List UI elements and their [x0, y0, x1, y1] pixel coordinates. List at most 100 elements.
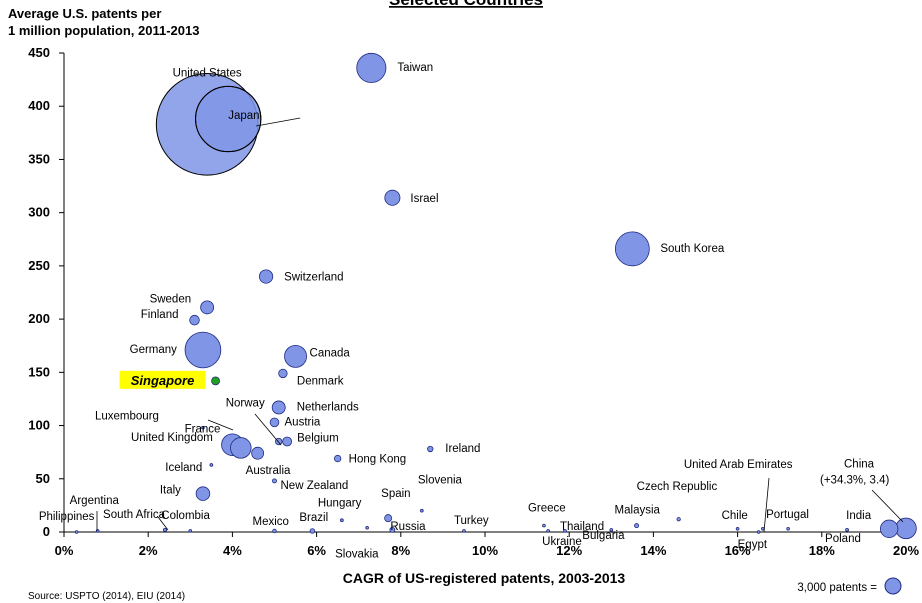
y-tick-label: 50 [36, 471, 50, 486]
data-point [845, 528, 849, 532]
data-point [420, 508, 424, 513]
data-label: Norway [226, 398, 265, 410]
y-tick-label: 350 [28, 151, 50, 166]
data-label: Hungary [318, 497, 362, 509]
data-points [74, 52, 917, 540]
data-label: Israel [410, 193, 438, 205]
data-point [211, 376, 220, 386]
highlight-label-box [119, 370, 206, 389]
leader-line [254, 413, 282, 446]
data-label: Sweden [150, 293, 192, 305]
y-tick-label: 0 [43, 524, 50, 539]
data-point [74, 530, 79, 534]
leader-line [871, 489, 904, 523]
data-label: Canada [310, 347, 351, 359]
data-point [735, 527, 740, 531]
data-point-outline [195, 85, 262, 153]
data-point [384, 189, 401, 206]
data-point [634, 523, 640, 529]
y-tick-label: 200 [28, 311, 50, 326]
data-label: India [846, 510, 872, 522]
data-label: China [844, 458, 875, 470]
data-point [462, 529, 466, 533]
y-axis-title-line: Average U.S. patents per [8, 6, 161, 21]
x-tick-label: 16% [725, 543, 751, 558]
data-label: Ireland [445, 443, 480, 455]
data-label: Ukraine [542, 536, 582, 548]
data-point [333, 454, 342, 463]
data-point [609, 528, 614, 532]
y-tick-label: 150 [28, 364, 50, 379]
data-label: United States [173, 67, 242, 79]
data-labels: United States Japan Taiwan Israel South Kore… [39, 62, 904, 561]
x-tick-label: 14% [640, 543, 666, 558]
data-label: Netherlands [297, 401, 359, 413]
data-point [258, 269, 274, 284]
data-label: United Kingdom [131, 432, 213, 444]
data-label: Brazil [299, 512, 328, 524]
data-point [189, 314, 200, 326]
data-point [309, 528, 316, 534]
data-label: South Africa [103, 509, 166, 521]
data-label: Spain [381, 488, 410, 500]
x-tick-label: 20% [893, 543, 919, 558]
data-label: Bulgaria [582, 530, 625, 542]
data-point [895, 517, 917, 540]
data-label: Austria [285, 416, 321, 428]
size-legend-label: 3,000 patents = [797, 582, 877, 594]
leader-line [157, 516, 169, 531]
data-point [284, 344, 307, 368]
y-tick-label: 100 [28, 418, 50, 433]
data-point [163, 527, 168, 532]
leader-line [763, 477, 770, 533]
data-label: Germany [130, 344, 178, 356]
data-label: Finland [141, 309, 179, 321]
data-point [389, 526, 396, 533]
data-point [676, 517, 681, 522]
data-label: Czech Republic [637, 481, 718, 493]
x-tick-label: 6% [307, 543, 326, 558]
data-point [546, 529, 550, 533]
data-point [200, 300, 215, 315]
data-label: Italy [160, 485, 181, 497]
x-tick-label: 10% [472, 543, 498, 558]
data-point [356, 52, 387, 83]
data-point [756, 530, 761, 534]
y-tick-label: 400 [28, 98, 50, 113]
data-point [184, 331, 222, 369]
data-point [339, 518, 344, 523]
x-tick-label: 2% [139, 543, 158, 558]
data-label: Portugal [766, 509, 809, 521]
data-label: Japan [228, 110, 259, 122]
data-label: Luxembourg [95, 411, 159, 423]
highlight-data-label: Singapore [131, 373, 195, 388]
y-axis-title: Average U.S. patents per 1 million popula… [8, 6, 199, 38]
data-point [272, 478, 277, 484]
tick-labels: 0 50 100 150 200 250 300 350 400 450 0% 2% 4% 6% 8% 10%… [28, 45, 919, 558]
x-tick-label: 8% [391, 543, 410, 558]
data-label: Thailand [560, 521, 604, 533]
data-point [427, 445, 434, 453]
data-point [201, 425, 205, 430]
data-label: Argentina [70, 495, 120, 507]
data-label: Russia [390, 521, 426, 533]
data-label: Australia [246, 465, 291, 477]
data-point [365, 525, 369, 530]
y-tick-label: 300 [28, 205, 50, 220]
source-note: Source: USPTO (2014), EIU (2014) [28, 591, 185, 602]
data-point [230, 437, 252, 459]
data-label: France [185, 424, 221, 436]
x-axis-title: CAGR of US-registered patents, 2003-2013 [343, 570, 626, 586]
data-label: Hong Kong [349, 454, 407, 466]
data-label: Egypt [738, 539, 768, 551]
data-label: South Korea [660, 243, 725, 255]
data-point [188, 529, 193, 533]
data-label: United Arab Emirates [684, 459, 793, 471]
x-tick-label: 4% [223, 543, 242, 558]
data-label: Poland [825, 533, 861, 545]
data-point [195, 486, 211, 501]
data-point [282, 436, 293, 447]
data-point [542, 523, 546, 528]
x-tick-label: 12% [556, 543, 582, 558]
